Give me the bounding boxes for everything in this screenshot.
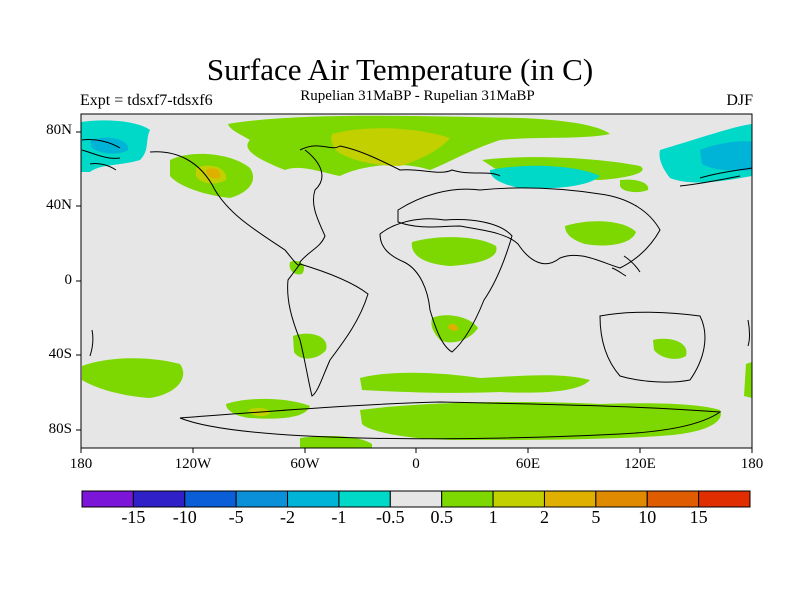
colorbar-swatch bbox=[646, 490, 700, 508]
colorbar-swatch bbox=[235, 490, 289, 508]
colorbar-tick-label: -2 bbox=[280, 507, 296, 527]
colorbar-tick-label: -0.5 bbox=[376, 507, 405, 527]
colorbar-tick-label: 1 bbox=[488, 507, 498, 527]
coastlines bbox=[81, 139, 753, 440]
anomaly-patches-orange bbox=[206, 168, 458, 331]
colorbar-swatch bbox=[338, 490, 391, 508]
lon-label-180w: 180 bbox=[69, 456, 93, 472]
colorbar-swatch bbox=[81, 490, 134, 508]
lon-label-0: 0 bbox=[412, 456, 420, 472]
colorbar-tick-label: 5 bbox=[591, 507, 601, 527]
season-label: DJF bbox=[726, 92, 753, 109]
experiment-label: Expt = tdsxf7-tdsxf6 bbox=[80, 92, 213, 109]
colorbar-swatch bbox=[543, 490, 597, 508]
colorbar-tick-label: -5 bbox=[228, 507, 244, 527]
lon-label-120e: 120E bbox=[624, 456, 656, 472]
lon-label-120w: 120W bbox=[174, 456, 212, 472]
axis-ticks bbox=[76, 131, 753, 453]
map-title: Surface Air Temperature (in C) bbox=[206, 52, 594, 87]
colorbar-tick-label: -1 bbox=[331, 507, 347, 527]
lon-label-60w: 60W bbox=[290, 456, 320, 472]
colorbar-swatch bbox=[595, 490, 648, 508]
colorbar-swatch bbox=[184, 490, 237, 508]
comparison-label: Rupelian 31MaBP - Rupelian 31MaBP bbox=[300, 88, 535, 104]
colorbar-tick-label: 2 bbox=[539, 507, 549, 527]
colorbar-swatch bbox=[492, 490, 545, 508]
map-panel bbox=[80, 113, 753, 449]
colorbar-tick-label: 15 bbox=[689, 507, 708, 527]
colorbar-swatch bbox=[389, 490, 443, 508]
colorbar-swatch bbox=[698, 490, 751, 508]
lat-label-40s: 40S bbox=[48, 346, 72, 362]
lat-label-80s: 80S bbox=[48, 421, 72, 437]
lon-label-60e: 60E bbox=[515, 456, 541, 472]
colorbar-swatch bbox=[287, 490, 340, 508]
colorbar-swatch bbox=[132, 490, 186, 508]
colorbar-tick-label: -15 bbox=[121, 507, 146, 527]
lat-label-40n: 40N bbox=[46, 197, 72, 213]
lon-label-180e: 180 bbox=[740, 456, 764, 472]
colorbar-tick-label: 10 bbox=[638, 507, 657, 527]
lat-label-0: 0 bbox=[64, 272, 73, 288]
lat-label-80n: 80N bbox=[46, 122, 72, 138]
colorbar-swatch bbox=[441, 490, 494, 508]
colorbar-tick-label: -10 bbox=[172, 507, 197, 527]
anomaly-patches-blue bbox=[90, 137, 752, 171]
colorbar-tick-label: 0.5 bbox=[430, 507, 453, 527]
